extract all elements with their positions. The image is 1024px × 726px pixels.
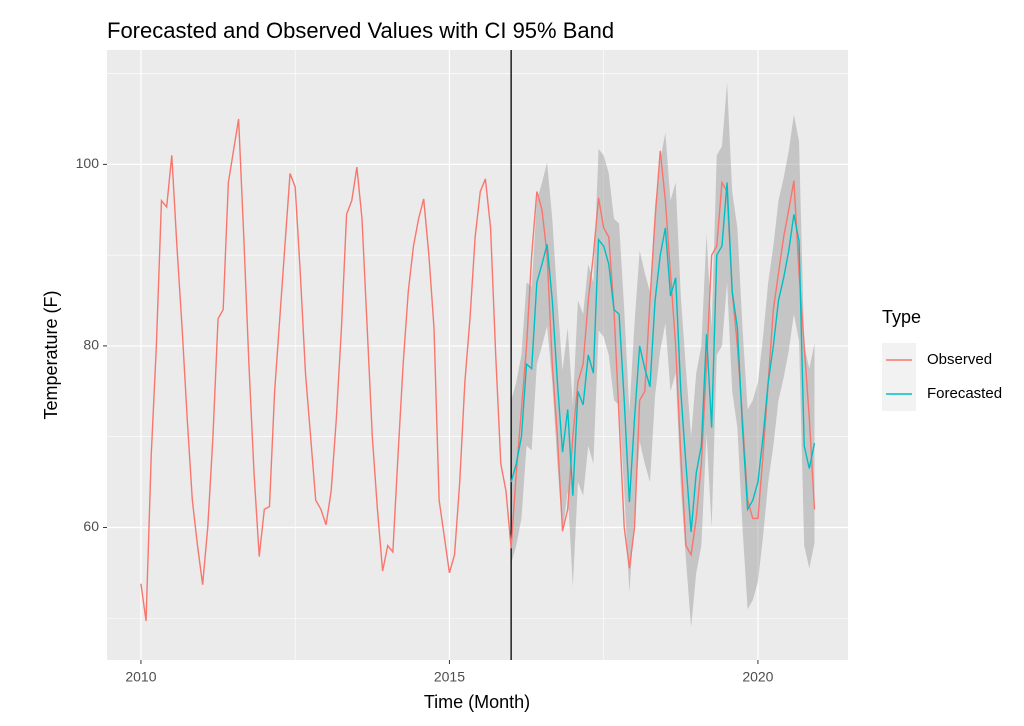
x-tick-label: 2010 [125,669,156,685]
x-tick-label: 2020 [742,669,773,685]
legend-label: Forecasted [927,385,1002,402]
plot-panel [107,50,848,660]
confidence-band [511,82,815,628]
y-tick-label: 60 [83,518,99,534]
legend-title: Type [882,307,921,327]
y-axis-title: Temperature (F) [41,290,61,419]
x-axis-title: Time (Month) [424,692,530,712]
series-line [510,182,816,533]
chart-title: Forecasted and Observed Values with CI 9… [107,18,614,43]
x-tick-label: 2015 [434,669,465,685]
y-tick-label: 100 [76,155,100,171]
series-line [140,118,816,622]
legend-label: Observed [927,351,992,368]
y-tick-label: 80 [83,337,99,353]
